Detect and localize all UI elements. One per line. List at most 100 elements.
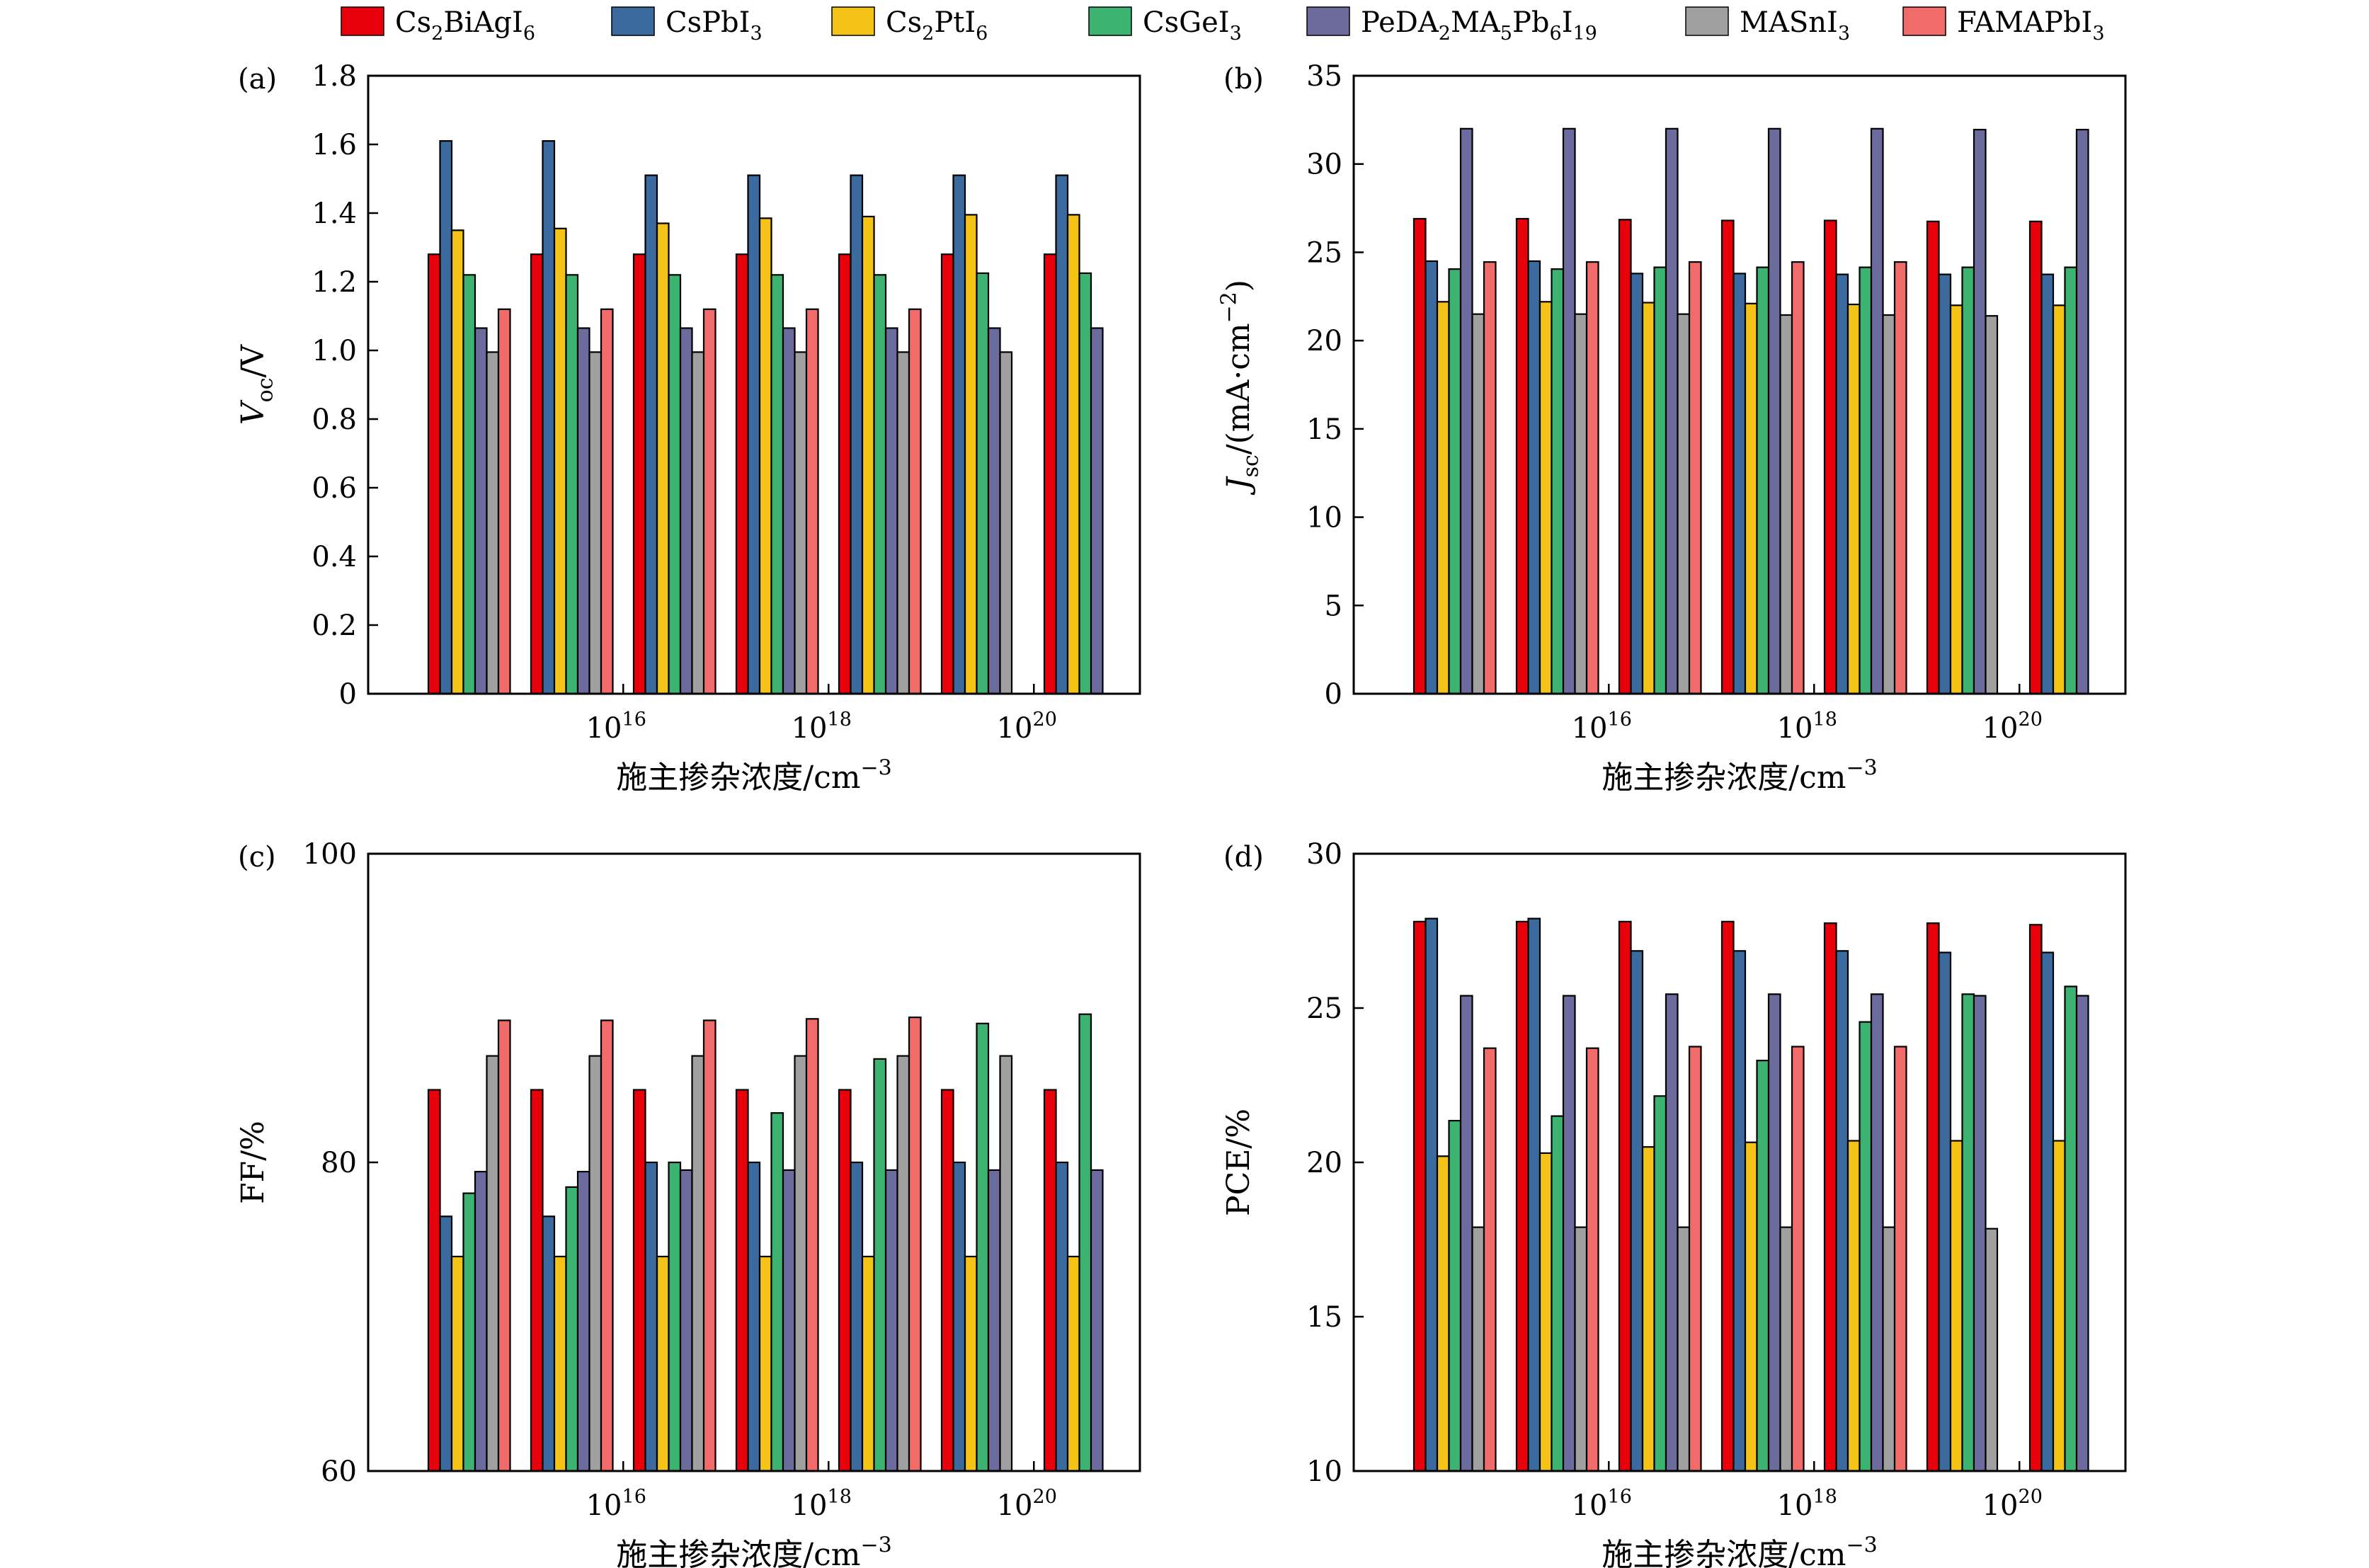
x-tick-label: 1016	[1572, 1486, 1632, 1522]
bar	[656, 1255, 670, 1472]
bar	[1459, 995, 1473, 1472]
bar	[1653, 1095, 1667, 1472]
x-tick-label-part: 10	[792, 1489, 828, 1522]
bar	[1562, 995, 1576, 1472]
bar	[1653, 266, 1667, 695]
bar	[1412, 217, 1427, 695]
bar	[1436, 301, 1450, 695]
legend-label-part: CsGeI	[1143, 6, 1230, 39]
bar	[1846, 303, 1861, 695]
legend-label-part: 2	[922, 23, 934, 45]
legend-label-part: Cs	[395, 6, 431, 39]
x-tick-label-part: 20	[1033, 709, 1057, 731]
bar	[1055, 174, 1069, 695]
bar	[1756, 266, 1770, 695]
bar	[884, 327, 898, 695]
y-tick-label: 1.2	[312, 266, 357, 299]
bar	[1412, 920, 1427, 1472]
bar	[600, 308, 614, 695]
y-axis-label: Voc/V	[235, 344, 278, 425]
bar	[462, 1192, 476, 1472]
bar	[1846, 1140, 1861, 1472]
y-tick-label: 0	[1325, 678, 1342, 711]
legend-label-part: 5	[1500, 23, 1512, 45]
x-axis-label: 施主掺杂浓度/cm−3	[1602, 1533, 1877, 1568]
bar	[450, 1255, 464, 1472]
legend-label-part: Pb	[1512, 6, 1550, 39]
bar	[1574, 313, 1588, 695]
legend-label-part: CsPbI	[666, 6, 750, 39]
bars	[427, 1013, 1104, 1472]
x-tick-label-part: 18	[1813, 1486, 1837, 1508]
x-axis-label-part: 施主掺杂浓度/cm	[616, 1537, 860, 1568]
bar	[940, 1089, 954, 1472]
bar	[1585, 261, 1599, 695]
y-tick-label: 30	[1306, 149, 1342, 181]
x-axis-label: 施主掺杂浓度/cm−3	[616, 1533, 891, 1568]
bar	[758, 1255, 772, 1472]
legend-label-part: 3	[2092, 23, 2104, 45]
x-tick-label: 1016	[586, 1486, 646, 1522]
bar	[427, 253, 441, 695]
bar	[1985, 315, 1999, 695]
bar	[999, 1055, 1013, 1472]
bar	[497, 1019, 511, 1472]
bar	[1448, 268, 1462, 695]
bar	[462, 274, 476, 695]
x-axis-label-part: 施主掺杂浓度/cm	[1602, 760, 1846, 796]
y-tick-label: 1.8	[312, 60, 357, 93]
x-axis-label-part: −3	[1846, 756, 1877, 781]
y-tick-label: 60	[321, 1455, 357, 1488]
bar	[1043, 253, 1057, 695]
y-axis-label-part: /V	[235, 344, 271, 378]
bar	[1835, 273, 1849, 695]
legend-label: FAMAPbI3	[1957, 6, 2105, 45]
bar	[735, 1089, 749, 1472]
legend-label-part: MA	[1451, 6, 1501, 39]
bar	[770, 274, 784, 695]
bar	[747, 1161, 761, 1472]
bar	[588, 351, 603, 695]
y-tick-label: 20	[1306, 325, 1342, 357]
y-axis-label-part: V	[235, 399, 271, 425]
bar	[1882, 1226, 1896, 1472]
legend-label-part: 3	[1838, 23, 1850, 45]
bar	[805, 1018, 819, 1472]
bar	[850, 174, 864, 695]
x-tick-label-part: 10	[1777, 1489, 1813, 1522]
bar	[530, 1089, 544, 1472]
bar	[1744, 302, 1758, 695]
bar	[1630, 950, 1644, 1472]
bar	[679, 1169, 693, 1472]
bar	[1551, 1115, 1565, 1472]
x-tick-label-part: 10	[586, 712, 622, 745]
bar	[908, 308, 922, 695]
x-axis-label-part: 施主掺杂浓度/cm	[616, 760, 860, 796]
y-axis-label-part: oc	[253, 377, 278, 402]
bar	[2052, 304, 2066, 695]
x-tick-label-part: 18	[828, 1486, 852, 1508]
bar	[1436, 1155, 1450, 1472]
bar	[2052, 1140, 2066, 1472]
bar	[999, 351, 1013, 695]
bar	[553, 1255, 567, 1472]
bar	[1618, 920, 1632, 1472]
bar	[782, 1169, 796, 1472]
x-tick-label: 1018	[1777, 1486, 1837, 1522]
legend-label-part: 2	[431, 23, 443, 45]
bar	[964, 214, 978, 695]
bar	[794, 351, 808, 695]
x-tick-label: 1020	[997, 1486, 1057, 1522]
bar	[632, 253, 646, 695]
y-tick-label: 10	[1306, 502, 1342, 534]
bar	[1767, 993, 1781, 1472]
bar	[1893, 261, 1907, 695]
bar	[1835, 950, 1849, 1472]
y-tick-label: 25	[1306, 236, 1342, 269]
bar	[1471, 313, 1485, 695]
x-tick-label: 1020	[1982, 1486, 2043, 1522]
bar	[1055, 1161, 1069, 1472]
legend-label-part: MASnI	[1740, 6, 1838, 39]
x-tick-label-part: 10	[1982, 1489, 2019, 1522]
bar	[565, 1186, 579, 1472]
